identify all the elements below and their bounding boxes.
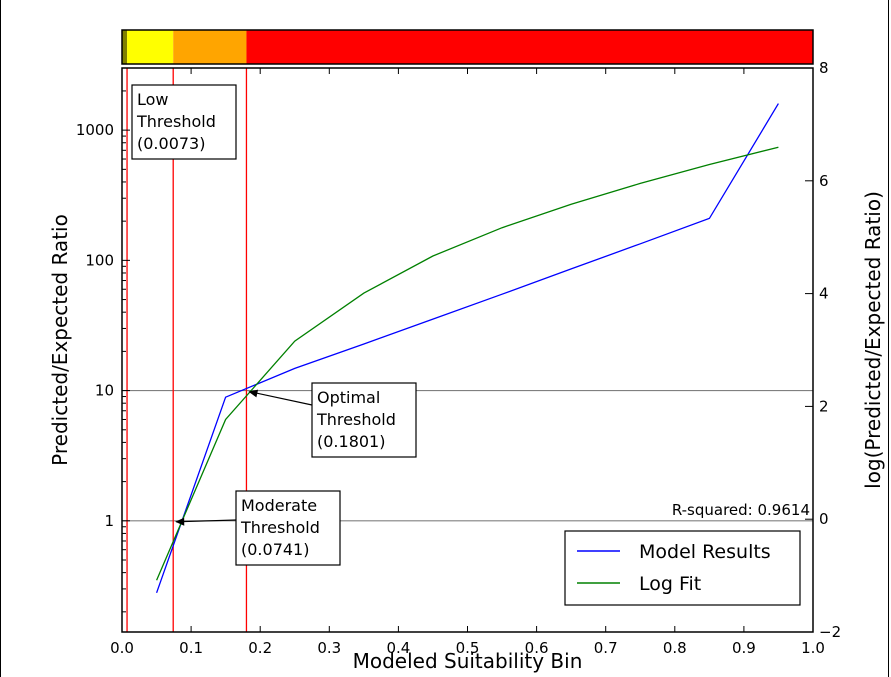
x-tick-label: 0.5 [456,639,480,657]
annotation-box-optimal [311,382,417,458]
y-tick-label: 1 [104,512,114,530]
x-tick-label: 0.8 [663,639,687,657]
x-tick-label: 0.2 [248,639,272,657]
right-y-tick-label: 6 [819,172,829,190]
annotation-text-optimal: (0.1801) [317,432,385,451]
right-y-tick-label: 0 [819,510,829,528]
right-y-tick-label: 2 [819,397,829,415]
color-bar-segment-3 [246,30,813,64]
annotation-low: Low Threshold (0.0073) [131,84,237,160]
annotation-text-low: (0.0073) [137,134,205,153]
annotation-text-low: Low [137,90,169,109]
series-line-1 [156,146,779,581]
annotation-box-low [131,84,237,160]
x-tick-label: 0.9 [732,639,756,657]
annotation-moderate: Moderate Threshold (0.0741) [175,490,341,566]
color-bar-segment-0 [122,30,128,64]
annotation-text-optimal: Optimal [317,388,380,407]
right-y-tick-label: 4 [819,285,829,303]
annotation-arrowhead-optimal [248,389,259,398]
x-axis-label: Modeled Suitability Bin [353,649,583,673]
legend-box [564,530,801,606]
right-y-tick-label: −2 [819,623,841,641]
rsquared-label: R-squared: 0.9614 [672,501,810,519]
y-tick-label: 100 [85,251,114,269]
y-tick-label: 10 [95,382,114,400]
annotation-text-moderate: Threshold [240,518,320,537]
annotation-text-low: Threshold [136,112,216,131]
legend-label-0: Model Results [639,541,771,563]
color-bar-segment-2 [173,30,247,64]
annotation-arrow-moderate [176,519,237,523]
annotation-text-moderate: (0.0741) [241,540,309,559]
right-y-tick-label: 8 [819,59,829,77]
annotations: Low Threshold (0.0073) Moderate Threshold (0.… [131,84,810,566]
legend-label-1: Log Fit [639,573,701,595]
x-tick-label: 0.6 [525,639,549,657]
x-tick-label: 0.4 [386,639,410,657]
axes: 0.0 0.1 0.2 0.3 0.4 0.5 0.6 0.7 0.8 0.9 1.0 1 10 100 1… [48,59,885,673]
x-tick-label: 0.7 [594,639,618,657]
legend: Model Results Log Fit [564,530,801,606]
x-tick-label: 0.3 [317,639,341,657]
x-tick-label: 1.0 [801,639,825,657]
x-tick-label: 0.0 [110,639,134,657]
color-bar-segment-1 [127,30,174,64]
annotation-arrow-optimal [249,390,313,406]
annotation-optimal: Optimal Threshold (0.1801) [248,382,417,458]
annotation-text-optimal: Threshold [316,410,396,429]
annotation-text-moderate: Moderate [241,496,317,515]
annotation-arrowhead-moderate [175,517,185,526]
color-bar-border [121,29,814,65]
x-tick-label: 0.1 [179,639,203,657]
right-y-axis-label: log(Predicted/Expected Ratio) [861,191,885,489]
series-line-0 [155,103,779,594]
y-tick-label: 1000 [76,121,114,139]
y-axis-label: Predicted/Expected Ratio [48,214,72,466]
threshold-color-bar [121,29,814,65]
annotation-box-moderate [235,490,341,566]
